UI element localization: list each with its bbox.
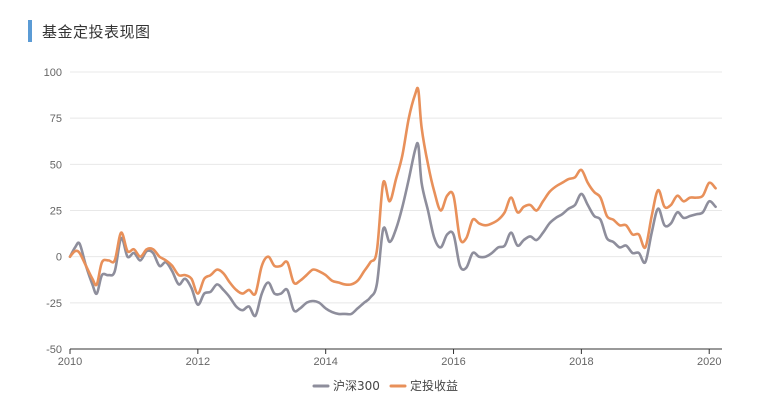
x-tick-label: 2016 [441,356,465,368]
x-tick-label: 2020 [697,356,721,368]
y-tick-label: 0 [56,252,62,264]
x-tick-label: 2012 [186,356,210,368]
x-tick-label: 2018 [569,356,593,368]
series-line-dingtou [68,86,717,297]
y-tick-label: 75 [50,113,62,125]
x-tick-label: 2010 [58,356,82,368]
legend-label-hs300[interactable]: 沪深300 [333,379,380,393]
legend[interactable]: 沪深300 定投收益 [312,378,458,393]
chart-header: 基金定投表现图 [28,18,151,44]
legend-label-dingtou[interactable]: 定投收益 [410,378,458,393]
series-line-hs300 [68,141,717,318]
y-tick-label: -25 [46,298,62,310]
y-tick-label: 100 [44,67,62,79]
y-tick-label: -50 [46,344,62,356]
x-tick-label: 2014 [313,356,337,368]
y-tick-label: 50 [50,159,62,171]
gridlines [70,71,722,304]
chart-title: 基金定投表现图 [42,22,151,41]
title-accent-bar [28,20,32,42]
series-lines [68,86,717,318]
y-tick-label: 25 [50,206,62,218]
